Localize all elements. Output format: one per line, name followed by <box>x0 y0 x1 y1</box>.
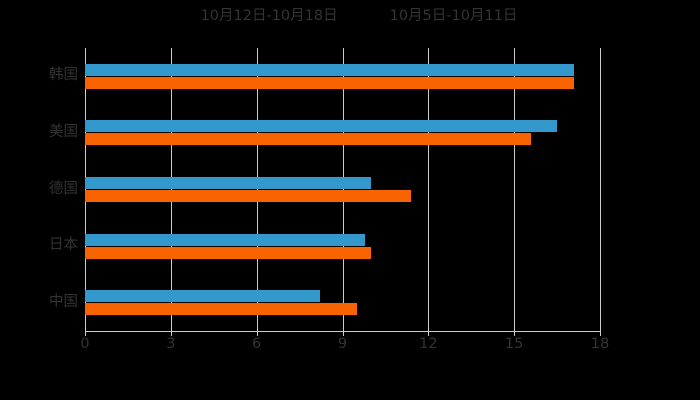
x-tick-label-18: 18 <box>590 336 610 352</box>
bar-日本-series-2[interactable] <box>85 246 372 259</box>
y-tick-label-日本: 日本 <box>49 237 78 254</box>
x-tick-label-12: 12 <box>419 336 438 352</box>
x-tick-mark-9 <box>342 331 344 336</box>
x-tick-mark-15 <box>514 331 516 336</box>
bar-日本-series-1[interactable] <box>85 233 366 246</box>
x-tick-mark-6 <box>256 331 258 336</box>
y-tick-label-美国: 美国 <box>49 123 78 140</box>
plot-area <box>85 48 601 331</box>
legend-label-series-1: 10月12日-10月18日 <box>200 8 338 24</box>
bar-德国-series-1[interactable] <box>85 177 372 189</box>
legend-label-series-2: 10月5日-10月11日 <box>389 8 518 24</box>
y-tick-label-中国: 中国 <box>49 293 78 310</box>
x-tick-mark-0 <box>85 331 86 336</box>
legend-marker-square-icon <box>372 11 383 22</box>
x-tick-label-0: 0 <box>80 336 90 352</box>
bar-中国-series-2[interactable] <box>85 303 357 316</box>
bar-美国-series-2[interactable] <box>85 133 532 146</box>
x-tick-mark-18 <box>600 331 601 336</box>
gridline-x-12 <box>428 48 430 331</box>
gridline-x-15 <box>514 48 516 331</box>
bar-韩国-series-2[interactable] <box>85 76 575 89</box>
y-tick-label-德国: 德国 <box>49 180 78 197</box>
legend-item-series-2[interactable]: 10月5日-10月11日 <box>372 8 518 24</box>
gridline-x-18 <box>600 48 601 331</box>
x-tick-label-15: 15 <box>504 336 524 352</box>
x-tick-label-3: 3 <box>166 336 176 352</box>
bar-德国-series-2[interactable] <box>85 190 412 202</box>
x-tick-label-9: 9 <box>337 336 348 352</box>
gridline-x-3 <box>170 48 172 331</box>
bar-韩国-series-1[interactable] <box>85 63 575 76</box>
gridline-x-0 <box>85 48 86 331</box>
legend-item-series-1[interactable]: 10月12日-10月18日 <box>183 8 338 24</box>
x-tick-label-6: 6 <box>252 336 262 352</box>
bar-美国-series-1[interactable] <box>85 120 558 133</box>
y-tick-label-韩国: 韩国 <box>49 67 78 84</box>
x-tick-mark-12 <box>428 331 430 336</box>
gridline-x-6 <box>256 48 258 331</box>
chart-legend: 10月12日-10月18日 10月5日-10月11日 <box>0 4 700 28</box>
bar-中国-series-1[interactable] <box>85 290 320 303</box>
legend-marker-circle-icon <box>183 11 194 22</box>
gridline-x-9 <box>342 48 344 331</box>
x-tick-mark-3 <box>170 331 172 336</box>
